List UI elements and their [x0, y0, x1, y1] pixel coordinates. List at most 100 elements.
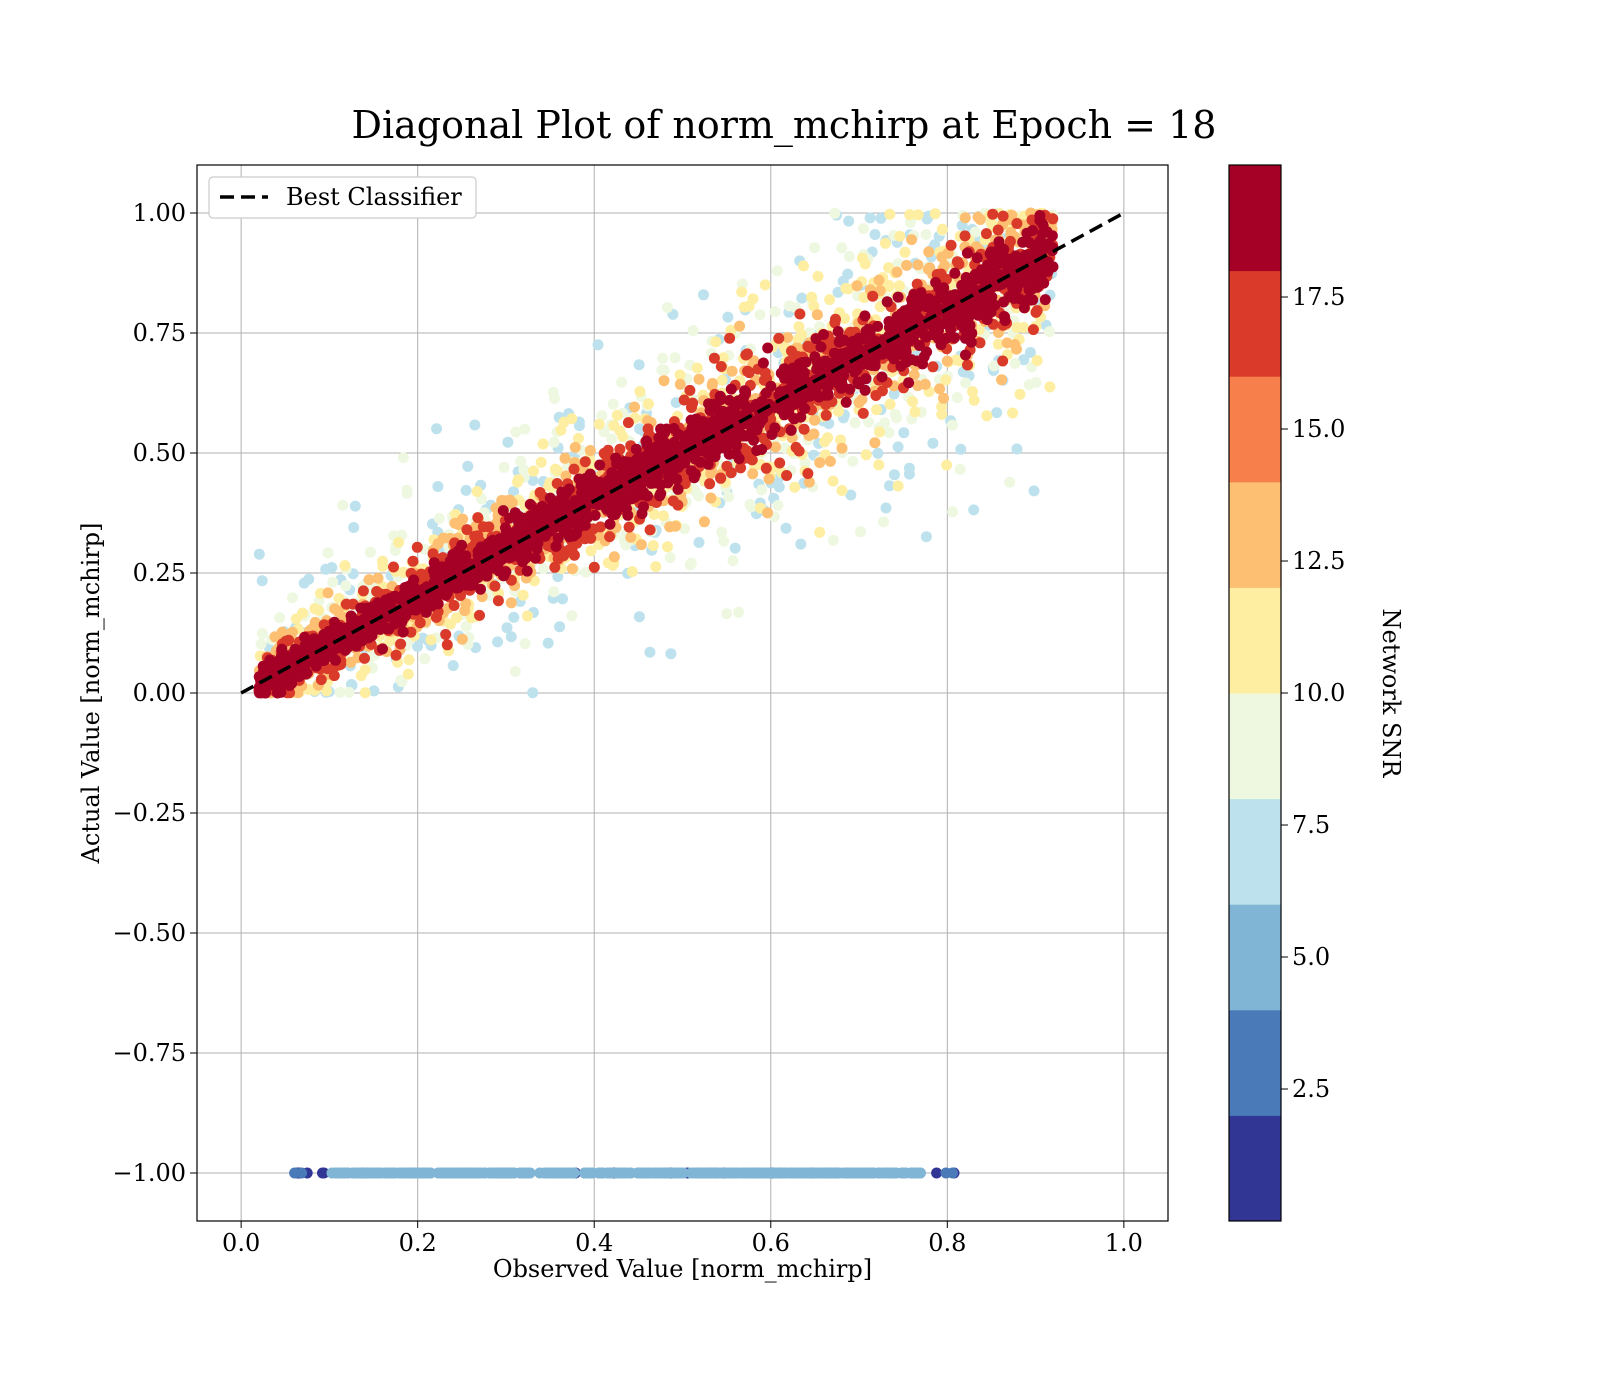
- scatter-point: [954, 463, 966, 475]
- scatter-point: [329, 603, 341, 615]
- scatter-point: [849, 366, 860, 378]
- scatter-point: [420, 1167, 432, 1179]
- scatter-point: [899, 246, 911, 258]
- scatter-point: [739, 400, 751, 411]
- scatter-point: [998, 311, 1010, 322]
- scatter-point: [489, 580, 501, 592]
- scatter-point: [892, 441, 904, 453]
- scatter-point: [343, 686, 355, 698]
- scatter-point: [832, 326, 844, 337]
- scatter-point: [936, 223, 948, 235]
- scatter-point: [949, 267, 961, 279]
- scatter-point: [512, 547, 524, 558]
- scatter-point: [940, 332, 952, 344]
- scatter-point: [798, 423, 810, 435]
- scatter-point: [872, 447, 884, 459]
- scatter-point: [527, 475, 539, 486]
- scatter-point: [697, 416, 709, 428]
- scatter-point: [763, 473, 775, 485]
- scatter-point: [785, 424, 797, 436]
- scatter-point: [909, 406, 921, 418]
- scatter-point: [498, 461, 510, 473]
- scatter-point: [509, 666, 521, 677]
- scatter-point: [996, 374, 1008, 386]
- scatter-point: [608, 420, 620, 432]
- scatter-point: [789, 481, 801, 493]
- scatter-point: [873, 459, 885, 471]
- scatter-point: [303, 573, 315, 585]
- scatter-point: [534, 487, 546, 498]
- scatter-point: [290, 613, 302, 625]
- scatter-point: [646, 477, 658, 489]
- scatter-point: [693, 373, 705, 385]
- scatter-point: [334, 621, 345, 633]
- scatter-point: [811, 309, 823, 321]
- scatter-point: [760, 462, 772, 474]
- scatter-point: [276, 643, 288, 655]
- scatter-point: [691, 362, 703, 374]
- scatter-point: [747, 468, 759, 480]
- scatter-point: [1042, 265, 1054, 277]
- scatter-point: [894, 312, 906, 324]
- scatter-point: [1009, 358, 1021, 369]
- scatter-point: [359, 687, 371, 699]
- scatter-point: [852, 376, 864, 388]
- scatter-point: [629, 401, 640, 413]
- scatter-point: [736, 286, 748, 298]
- scatter-point: [622, 417, 634, 429]
- scatter-point: [451, 582, 463, 594]
- scatter-point: [611, 409, 623, 421]
- scatter-point: [298, 645, 310, 657]
- scatter-point: [903, 313, 914, 325]
- scatter-point: [452, 545, 464, 557]
- scatter-point: [936, 408, 948, 420]
- scatter-point: [901, 354, 913, 366]
- scatter-point: [733, 606, 744, 618]
- scatter-point: [786, 378, 798, 390]
- scatter-point: [566, 610, 578, 622]
- scatter-point: [808, 428, 820, 440]
- scatter-point: [608, 551, 620, 563]
- scatter-point: [856, 394, 868, 405]
- scatter-point: [566, 563, 578, 575]
- scatter-point: [1027, 294, 1039, 306]
- scatter-point: [460, 484, 472, 496]
- scatter-point: [337, 499, 349, 511]
- scatter-point: [498, 570, 510, 582]
- scatter-point: [497, 505, 509, 517]
- scatter-point: [557, 593, 568, 605]
- scatter-point: [847, 455, 859, 467]
- scatter-point: [505, 597, 517, 609]
- scatter-point: [674, 378, 686, 390]
- scatter-point: [321, 685, 332, 697]
- scatter-point: [962, 359, 973, 371]
- scatter-point: [869, 335, 881, 347]
- scatter-point: [929, 208, 941, 220]
- scatter-point: [794, 308, 806, 320]
- scatter-point: [412, 640, 423, 652]
- scatter-point: [714, 390, 726, 402]
- scatter-point: [782, 332, 793, 343]
- scatter-point: [429, 569, 441, 581]
- scatter-point: [674, 369, 686, 381]
- scatter-point: [441, 639, 453, 651]
- scatter-point: [549, 561, 561, 573]
- scatter-point: [710, 336, 722, 348]
- scatter-point: [448, 600, 460, 611]
- scatter-point: [459, 605, 471, 617]
- scatter-point: [456, 633, 468, 645]
- scatter-point: [621, 503, 632, 515]
- scatter-point: [610, 501, 621, 513]
- scatter-point: [704, 478, 716, 490]
- scatter-point: [395, 638, 407, 650]
- scatter-point: [411, 541, 423, 553]
- scatter-point: [253, 671, 265, 683]
- scatter-point: [904, 217, 916, 229]
- scatter-point: [894, 230, 906, 242]
- scatter-point: [509, 507, 521, 519]
- scatter-point: [845, 489, 857, 501]
- scatter-point: [407, 1167, 419, 1179]
- scatter-point: [1030, 376, 1042, 388]
- scatter-point: [725, 383, 737, 395]
- scatter-point: [305, 638, 317, 650]
